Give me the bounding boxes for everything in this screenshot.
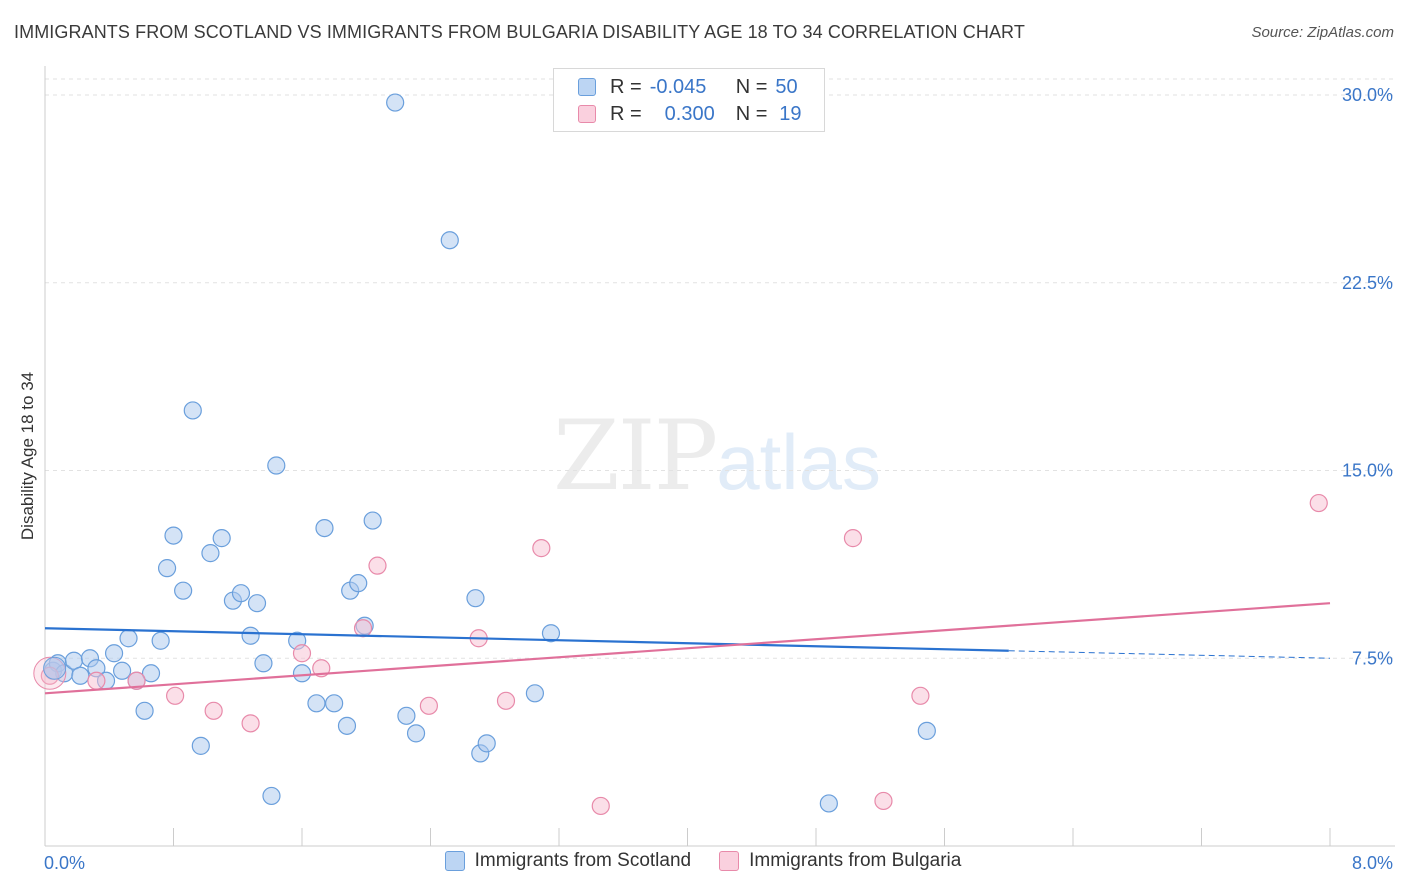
bulgaria-point	[127, 671, 146, 690]
scotland-point	[541, 624, 561, 643]
bulgaria-point	[1309, 493, 1328, 513]
scotland-point	[525, 684, 545, 703]
legend-r-value: 0.300	[664, 102, 715, 125]
series-swatch-bulgaria	[719, 851, 740, 871]
zipatlas-watermark: ZIPatlas	[553, 400, 881, 512]
bulgaria-point	[532, 539, 551, 558]
scotland-point	[141, 664, 161, 683]
legend-n-value: 50	[775, 75, 798, 98]
watermark-zip: ZIP	[553, 400, 718, 512]
scotland-point	[212, 529, 231, 548]
scotland-point	[337, 716, 357, 735]
y-tick-label: 7.5%	[1352, 648, 1393, 668]
bulgaria-point	[874, 791, 893, 811]
bulgaria-point	[591, 796, 610, 816]
series-name-bulgaria: Immigrants from Bulgaria	[749, 850, 962, 871]
legend-n-label: N =	[735, 102, 768, 125]
scotland-point	[71, 666, 90, 685]
scotland-trend-line	[44, 627, 1009, 652]
source-credit: Source: ZipAtlas.com	[1251, 24, 1394, 41]
scotland-point	[466, 589, 485, 608]
series-legend-bulgaria: Immigrants from Bulgaria	[719, 850, 961, 872]
scotland-point	[440, 231, 459, 250]
scotland-point	[262, 786, 281, 806]
series-name-scotland: Immigrants from Scotland	[474, 850, 692, 871]
scotland-point	[157, 559, 177, 578]
scotland-point	[254, 654, 273, 673]
series-legend: Immigrants from Scotland Immigrants from…	[0, 850, 1406, 872]
scotland-point	[174, 581, 193, 600]
bulgaria-point	[843, 529, 863, 548]
y-tick-label: 22.5%	[1342, 273, 1393, 293]
legend-r-value: -0.045	[649, 75, 707, 98]
scotland-point	[477, 734, 496, 753]
scotland-point	[135, 701, 154, 720]
bulgaria-point	[292, 644, 312, 663]
legend-r-label: R =	[610, 102, 642, 125]
legend-swatch-scotland	[578, 78, 596, 96]
bulgaria-point	[204, 701, 223, 720]
scotland-point	[201, 544, 220, 563]
y-tick-label: 30.0%	[1342, 85, 1393, 105]
scotland-point	[292, 664, 312, 683]
scotland-point	[151, 631, 170, 650]
bulgaria-point	[496, 691, 516, 710]
bulgaria-trend-line	[44, 602, 1331, 695]
x-tick-label: 8.0%	[1352, 853, 1393, 873]
scotland-point	[231, 584, 251, 603]
scotland-point	[247, 594, 267, 613]
y-axis-label: Disability Age 18 to 34	[18, 371, 37, 541]
series-swatch-scotland	[444, 851, 465, 871]
y-tick-label: 15.0%	[1342, 461, 1393, 481]
bulgaria-point	[312, 659, 331, 678]
bulgaria-point	[368, 556, 387, 575]
legend-swatch-bulgaria	[578, 105, 596, 123]
scotland-point	[315, 518, 334, 538]
bulgaria-point	[166, 686, 185, 705]
legend-row-scotland: R = -0.045 N = 50	[578, 74, 798, 100]
scotland-point	[386, 93, 405, 112]
scotland-point	[104, 644, 124, 663]
scotland-point	[397, 706, 416, 725]
chart-title: IMMIGRANTS FROM SCOTLAND VS IMMIGRANTS F…	[14, 22, 1025, 42]
x-tick-label: 0.0%	[44, 853, 85, 873]
scotland-point	[917, 721, 936, 740]
scotland-point	[267, 456, 286, 475]
scotland-trend-extension	[1008, 650, 1331, 659]
legend-n-value: 19	[779, 102, 802, 125]
watermark-atlas: atlas	[716, 418, 881, 506]
scotland-point	[183, 401, 202, 420]
bulgaria-point	[353, 619, 373, 638]
bulgaria-point	[241, 714, 260, 733]
scotland-point	[191, 736, 210, 755]
scotland-point	[307, 694, 326, 713]
scotland-point	[119, 629, 138, 648]
scotland-cluster-point	[43, 656, 67, 680]
legend-row-bulgaria: R = 0.300 N = 19	[578, 101, 805, 127]
scotland-point	[406, 724, 426, 743]
legend-n-label: N =	[735, 75, 768, 98]
scotland-point	[241, 626, 260, 645]
bulgaria-point	[911, 686, 930, 705]
scotland-point	[164, 526, 183, 545]
scotland-point	[819, 794, 838, 813]
scotland-point	[349, 574, 368, 593]
scotland-point	[325, 694, 344, 713]
scotland-point	[363, 511, 382, 530]
correlation-legend: R = -0.045 N = 50 R = 0.300 N = 19	[553, 68, 825, 132]
bulgaria-point	[419, 696, 438, 715]
legend-r-label: R =	[610, 75, 642, 98]
series-legend-scotland: Immigrants from Scotland	[444, 850, 692, 872]
scotland-point	[112, 661, 132, 680]
bulgaria-point	[87, 671, 106, 690]
